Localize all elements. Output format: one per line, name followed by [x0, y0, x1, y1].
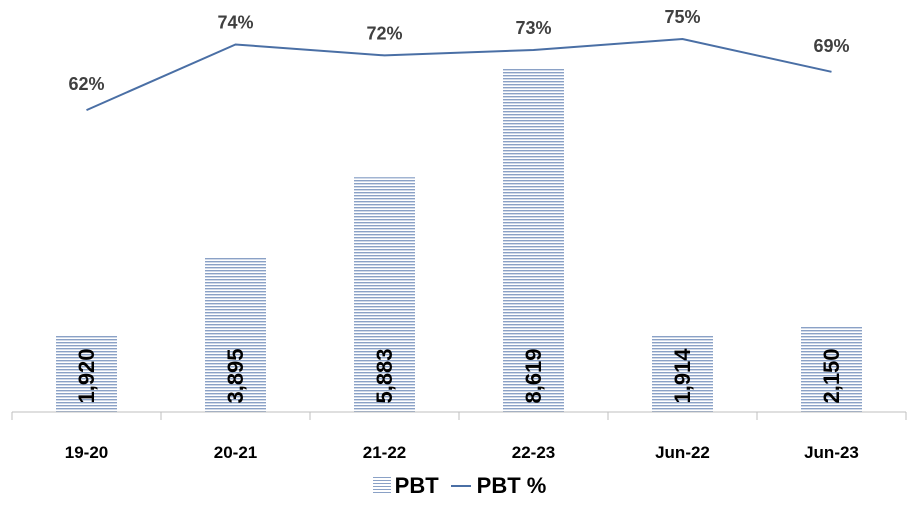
line-value-label: 73% [515, 18, 551, 38]
line-value-label: 72% [366, 23, 402, 43]
bar-value-label: 2,150 [819, 348, 844, 403]
legend: PBT PBT % [0, 470, 919, 502]
bar-21-22 [354, 177, 415, 412]
x-tick-label: 22-23 [512, 443, 555, 462]
x-tick-label: Jun-23 [804, 443, 859, 462]
bar-Jun-22 [652, 335, 713, 412]
legend-item-pbt-percent: PBT % [450, 473, 547, 499]
line-pbt-percent [86, 37, 832, 112]
bars-layer [56, 68, 862, 412]
bar-value-label: 1,914 [670, 348, 695, 404]
line-layer [86, 37, 832, 112]
line-value-label: 69% [813, 36, 849, 56]
bar-value-label: 5,883 [372, 348, 397, 403]
x-tick-label: 20-21 [214, 443, 257, 462]
bar-20-21 [205, 256, 266, 412]
line-value-label: 74% [217, 12, 253, 32]
bar-value-label: 8,619 [521, 348, 546, 403]
legend-item-pbt: PBT [372, 473, 439, 499]
legend-label-pbt: PBT [394, 473, 439, 498]
x-axis: 19-20 20-21 21-22 22-23 Jun-22 Jun-23 [11, 411, 907, 462]
line-value-label: 62% [68, 74, 104, 94]
bar-19-20 [56, 335, 117, 412]
x-tick-label: Jun-22 [655, 443, 710, 462]
legend-swatch-bar [372, 477, 391, 495]
x-tick-label: 21-22 [363, 443, 406, 462]
bar-value-label: 1,920 [74, 348, 99, 403]
labels-layer: 1,920 3,895 5,883 8,619 1,914 2,150 62% 74% 72% 7… [68, 7, 849, 404]
legend-label-pbt-percent: PBT % [476, 473, 547, 498]
line-value-label: 75% [664, 7, 700, 27]
bar-22-23 [503, 68, 564, 412]
x-tick-label: 19-20 [65, 443, 108, 462]
legend-swatch-line [450, 485, 471, 487]
bar-Jun-23 [801, 326, 862, 412]
bar-value-label: 3,895 [223, 348, 248, 403]
